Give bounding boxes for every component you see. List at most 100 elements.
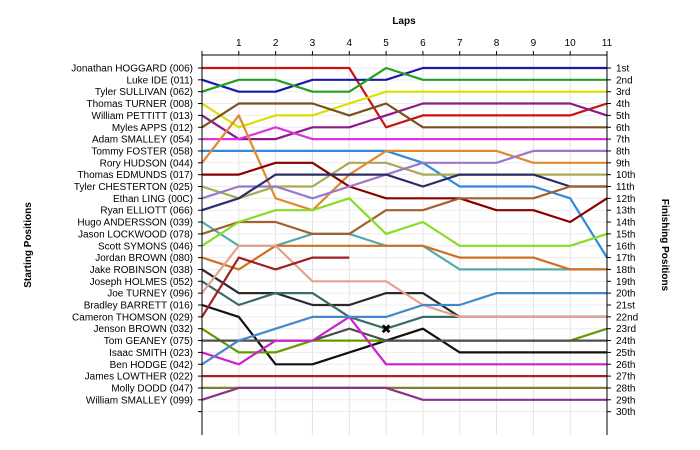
starting-position-label: Tom GEANEY (075): [104, 336, 193, 347]
series-line: [201, 102, 608, 141]
finishing-position-label: 7th: [616, 135, 630, 146]
finishing-position-label: 27th: [616, 372, 635, 383]
series-line: [201, 256, 350, 318]
finishing-position-label: 18th: [616, 265, 635, 276]
series-line: [201, 197, 608, 247]
series-line: [202, 327, 607, 342]
finishing-position-label: 16th: [616, 241, 635, 252]
finishing-position-label: 8th: [616, 146, 630, 157]
finishing-position-label: 29th: [616, 395, 635, 406]
starting-position-label: Hugo ANDERSSON (039): [77, 218, 193, 229]
starting-position-label: Thomas TURNER (008): [86, 99, 193, 110]
finishing-position-label: 2nd: [616, 75, 633, 86]
series-line: [201, 66, 607, 93]
starting-position-label: Jason LOCKWOOD (078): [78, 229, 193, 240]
lap-tick-labels: 1 2 3 4 5 6 7 8 9 10 11: [236, 38, 613, 49]
finishing-position-label: 21st: [616, 301, 635, 312]
finishing-position-label: 22nd: [616, 312, 638, 323]
finishing-position-label: 30th: [616, 407, 635, 418]
starting-position-label: Rory HUDSON (044): [100, 158, 193, 169]
finishing-position-label: 25th: [616, 348, 635, 359]
finishing-position-label: 9th: [616, 158, 630, 169]
starting-position-label: Tyler CHESTERTON (025): [74, 182, 193, 193]
starting-position-label: Joe TURNEY (096): [107, 289, 193, 300]
finishing-position-label: 17th: [616, 253, 635, 264]
finishing-position-label: 26th: [616, 360, 635, 371]
x-tick-label: 8: [494, 38, 500, 49]
x-tick-label: 4: [346, 38, 352, 49]
finishing-position-label: 11th: [616, 182, 635, 193]
finishing-position-label: 14th: [616, 218, 635, 229]
finishing-position-label: 13th: [616, 206, 635, 217]
x-tick-label: 10: [565, 38, 577, 49]
finishing-position-label: 12th: [616, 194, 635, 205]
finishing-position-label: 1st: [616, 64, 630, 75]
finishing-position-label: 19th: [616, 277, 635, 288]
x-axis-title: Laps: [392, 16, 416, 27]
finishing-position-label: 23rd: [616, 324, 636, 335]
starting-position-label: Adam SMALLEY (054): [92, 135, 193, 146]
starting-position-label: Tyler SULLIVAN (062): [95, 87, 193, 98]
finishing-position-label: 10th: [616, 170, 635, 181]
series-line: [201, 90, 607, 129]
series-line: [201, 173, 607, 212]
starting-position-label: Thomas EDMUNDS (017): [77, 170, 193, 181]
starting-position-label: William PETTITT (013): [92, 111, 194, 122]
starting-position-labels: Jonathan HOGGARD (006)Luke IDE (011)Tyle…: [71, 64, 193, 407]
finishing-position-label: 28th: [616, 383, 635, 394]
series-line: [201, 244, 607, 271]
series-line: [202, 126, 607, 141]
x-tick-label: 11: [602, 38, 613, 49]
starting-position-label: Joseph HOLMES (052): [90, 277, 193, 288]
series-line: [201, 244, 607, 318]
series-line: [201, 386, 607, 401]
starting-position-label: Molly DODD (047): [111, 383, 193, 394]
starting-position-label: Jake ROBINSON (038): [90, 265, 193, 276]
series-line: [201, 149, 607, 200]
series-line: [201, 114, 607, 212]
retired-marker: ✖: [381, 322, 392, 337]
series-lines: ✖: [201, 66, 608, 401]
x-tick-label: 2: [273, 38, 279, 49]
finishing-position-labels: 1st2nd3rd4th5th6th7th8th9th10th11th12th1…: [616, 64, 638, 419]
x-tick-label: 6: [420, 38, 426, 49]
starting-position-label: Jenson BROWN (032): [94, 324, 193, 335]
starting-position-label: James LOWTHER (022): [85, 372, 193, 383]
starting-position-label: Scott SYMONS (046): [98, 241, 193, 252]
series-line: [202, 161, 608, 224]
finishing-position-label: 24th: [616, 336, 635, 347]
starting-position-label: Tommy FOSTER (058): [91, 146, 193, 157]
series-line: [202, 66, 608, 129]
x-tick-label: 5: [383, 38, 389, 49]
axes: [198, 51, 611, 435]
x-tick-label: 3: [310, 38, 316, 49]
finishing-position-label: 4th: [616, 99, 630, 110]
starting-position-label: Luke IDE (011): [126, 75, 193, 86]
series-line: [201, 185, 607, 235]
starting-position-label: William SMALLEY (099): [86, 395, 193, 406]
series-line: [201, 303, 607, 366]
starting-position-label: Ben HODGE (042): [110, 360, 193, 371]
finishing-position-label: 5th: [616, 111, 630, 122]
x-tick-label: 7: [457, 38, 463, 49]
finishing-position-label: 20th: [616, 289, 635, 300]
starting-position-label: Ryan ELLIOTT (066): [100, 206, 193, 217]
starting-position-label: Ethan LING (00C): [113, 194, 193, 205]
x-tick-label: 1: [236, 38, 242, 49]
starting-position-label: Bradley BARRETT (016): [84, 301, 193, 312]
y-axis-title-left: Starting Positions: [23, 202, 34, 288]
series-line: [202, 149, 608, 259]
series-line: [201, 292, 607, 366]
x-tick-label: 9: [531, 38, 537, 49]
finishing-position-label: 3rd: [616, 87, 630, 98]
starting-position-label: Jordan BROWN (080): [95, 253, 193, 264]
starting-position-label: Cameron THOMSON (029): [72, 312, 193, 323]
series-line: [201, 102, 607, 129]
starting-position-label: Isaac SMITH (023): [109, 348, 193, 359]
series-line: [201, 315, 607, 366]
starting-position-label: Myles APPS (012): [112, 123, 193, 134]
finishing-position-label: 6th: [616, 123, 630, 134]
y-axis-title-right: Finishing Positions: [659, 199, 670, 292]
finishing-position-label: 15th: [616, 229, 635, 240]
